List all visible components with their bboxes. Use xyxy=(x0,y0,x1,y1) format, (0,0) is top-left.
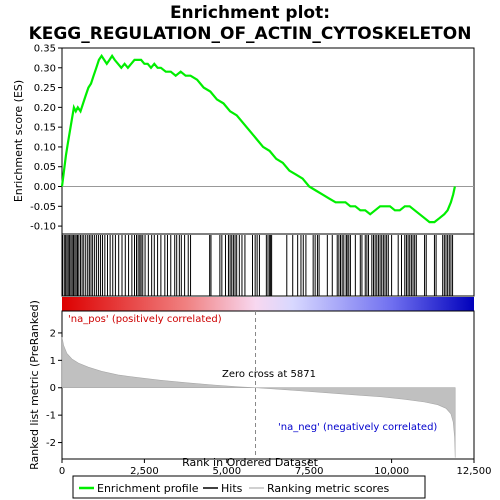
x-tick-label: 5,000 xyxy=(212,466,241,477)
rank-y-tick-label: 0 xyxy=(50,383,56,394)
es-y-axis-label: Enrichment score (ES) xyxy=(12,80,25,202)
x-axis-label: Rank in Ordered Dataset xyxy=(182,456,319,469)
es-y-tick-label: 0.15 xyxy=(34,123,56,134)
x-tick-label: 2,500 xyxy=(130,466,159,477)
es-y-tick-label: -0.10 xyxy=(30,222,56,233)
legend-hits-label: Hits xyxy=(221,482,243,495)
es-y-tick-label: -0.05 xyxy=(30,202,56,213)
correlation-color-bar xyxy=(62,297,474,311)
legend: Enrichment profile Hits Ranking metric s… xyxy=(72,475,426,499)
x-tick-label: 7,500 xyxy=(295,466,324,477)
legend-rank-label: Ranking metric scores xyxy=(267,482,389,495)
legend-box xyxy=(72,475,426,499)
es-panel-frame xyxy=(61,47,475,235)
es-y-tick-label: 0.10 xyxy=(34,142,56,153)
rank-y-ticks: 2 1 0 -1 -2 xyxy=(46,328,62,449)
x-axis-ticks: 0 2,500 5,000 7,500 10,000 12,500 xyxy=(59,459,492,477)
rank-y-tick-label: 1 xyxy=(50,356,56,367)
legend-profile-label: Enrichment profile xyxy=(97,482,199,495)
enrichment-profile-path xyxy=(60,53,456,224)
es-y-tick-label: 0.20 xyxy=(34,103,56,114)
rank-y-axis-label: Ranked list metric (PreRanked) xyxy=(28,300,41,470)
chart-title-line2: KEGG_REGULATION_OF_ACTIN_CYTOSKELETON xyxy=(29,24,472,44)
es-y-tick-label: 0.25 xyxy=(34,83,56,94)
hits-panel xyxy=(61,233,475,297)
rank-y-tick-label: -2 xyxy=(46,438,56,449)
es-y-tick-label: 0.00 xyxy=(34,182,56,193)
x-tick-label: 10,000 xyxy=(374,466,409,477)
zero-cross-label: Zero cross at 5871 xyxy=(222,369,316,380)
es-panel: 0.35 0.30 0.25 0.20 0.15 0.10 0.05 0.00 -0.05 -0.… xyxy=(30,44,475,235)
rank-y-tick-label: 2 xyxy=(50,328,56,339)
x-tick-label: 0 xyxy=(59,466,65,477)
hit-markers xyxy=(62,235,454,296)
enrichment-profile-line xyxy=(60,53,456,224)
chart-title-line1: Enrichment plot: xyxy=(170,3,330,23)
es-y-tick-label: 0.30 xyxy=(34,63,56,74)
ranking-metric-fill xyxy=(61,336,456,458)
neg-correlated-label: 'na_neg' (negatively correlated) xyxy=(278,422,437,433)
rank-y-tick-label: -1 xyxy=(46,411,56,422)
pos-correlated-label: 'na_pos' (positively correlated) xyxy=(68,314,222,325)
es-y-tick-label: 0.35 xyxy=(34,44,56,55)
es-y-tick-label: 0.05 xyxy=(34,162,56,173)
color-bar xyxy=(62,297,474,311)
es-y-ticks: 0.35 0.30 0.25 0.20 0.15 0.10 0.05 0.00 -0.05 -0.… xyxy=(30,44,62,233)
ranking-metric-area xyxy=(61,336,456,458)
rank-panel: 2 1 0 -1 -2 'na_pos' (positively correlated)… xyxy=(46,310,475,460)
x-tick-label: 12,500 xyxy=(457,466,492,477)
